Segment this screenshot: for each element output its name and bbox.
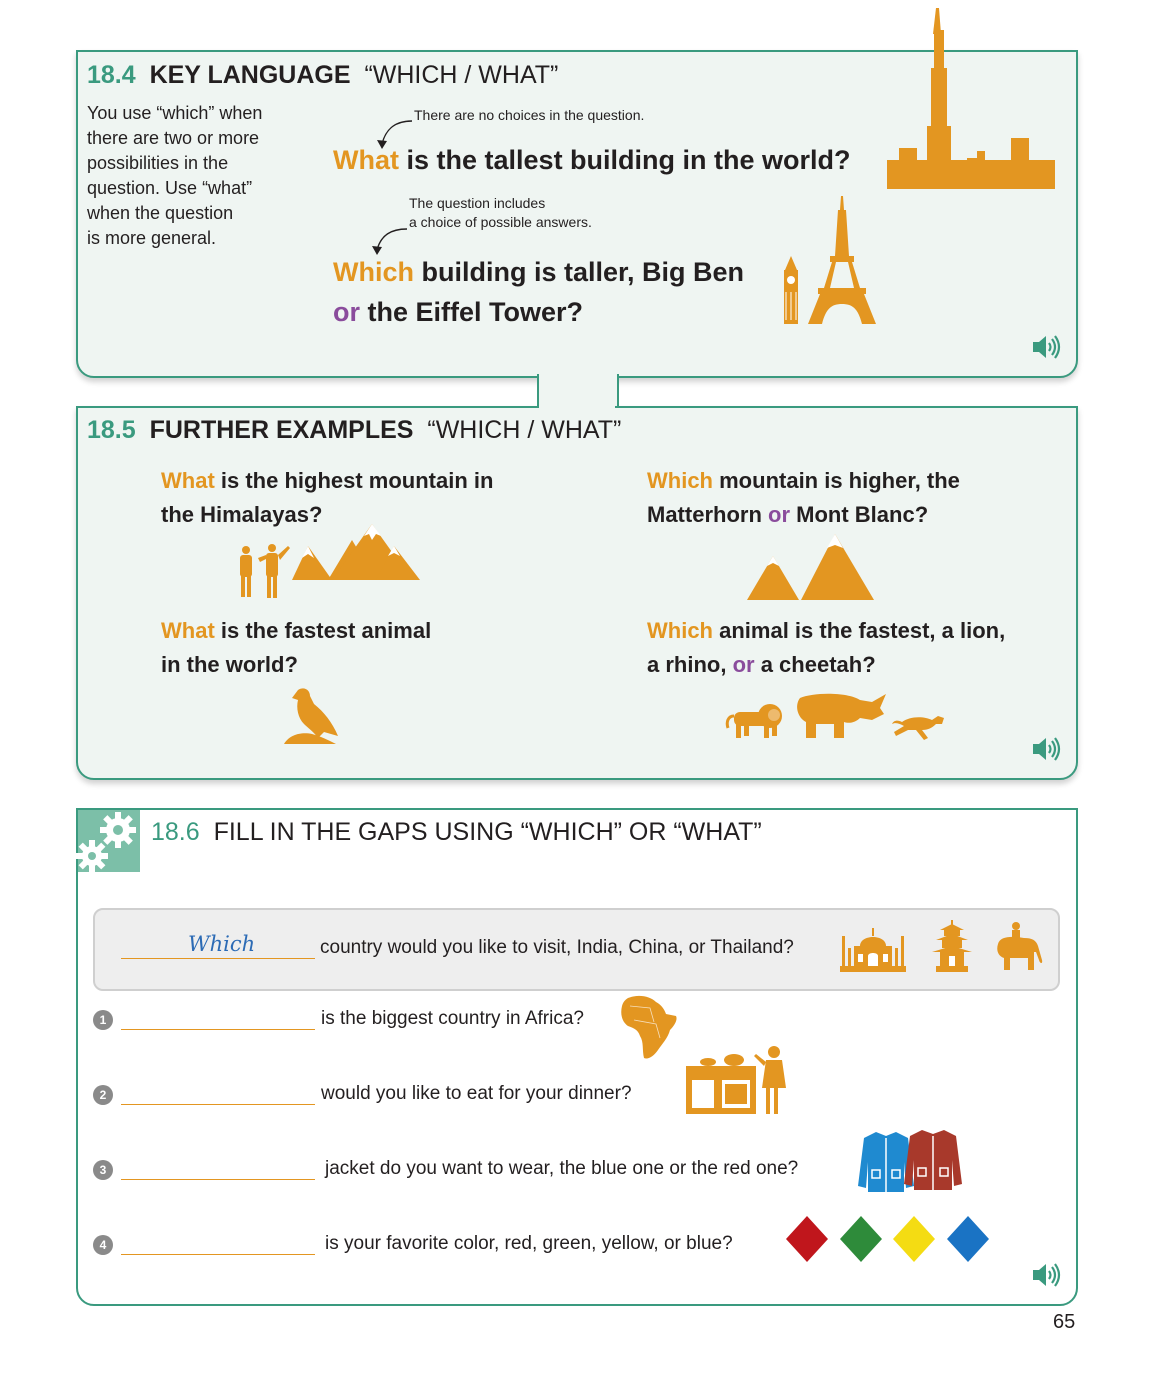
lion-icon	[725, 704, 782, 738]
annotation-note-1: There are no choices in the question.	[414, 107, 645, 123]
note-line: The question includes	[409, 195, 546, 211]
example-sentence: country would you like to visit, India, …	[320, 937, 794, 958]
explanation-line: is more general.	[87, 228, 217, 248]
hikers-mountains-icon	[240, 524, 420, 598]
keyword-or: or	[768, 502, 791, 527]
example-higher-mountain: Which mountain is higher, the Matterhorn…	[647, 464, 960, 532]
keyword-what: What	[161, 468, 215, 493]
cooking-icon	[686, 1046, 786, 1114]
section-18-6-heading: 18.6 FILL IN THE GAPS USING “WHICH” OR “…	[151, 818, 762, 847]
example-text: the Himalayas?	[161, 502, 323, 527]
keyword-what: What	[161, 618, 215, 643]
arrow-icon	[377, 120, 413, 149]
speaker-icon[interactable]	[1033, 1263, 1061, 1287]
example-text: Mont Blanc?	[796, 502, 929, 527]
section-18-4-heading: 18.4 KEY LANGUAGE “WHICH / WHAT”	[87, 61, 558, 90]
falcon-icon	[284, 688, 338, 744]
answer-blank[interactable]	[121, 1179, 315, 1180]
keyword-which: Which	[647, 618, 713, 643]
section-number: 18.5	[87, 416, 136, 444]
question-what-tallest: What is the tallest building in the worl…	[333, 140, 851, 180]
item-number-badge: 1	[93, 1010, 113, 1030]
gears-icon	[76, 810, 140, 872]
question-text: is the tallest building in the world?	[406, 145, 851, 175]
example-text: mountain is higher, the	[719, 468, 960, 493]
rhino-icon	[797, 693, 886, 738]
answer-blank[interactable]	[121, 1254, 315, 1255]
color-swatches-icon	[786, 1216, 989, 1262]
yellow-swatch-icon	[893, 1216, 935, 1262]
example-fastest-animal: What is the fastest animal in the world?	[161, 614, 431, 682]
item-sentence: is your favorite color, red, green, yell…	[325, 1233, 733, 1254]
section-18-4	[76, 50, 1078, 378]
keyword-which: Which	[333, 257, 414, 287]
example-fastest-of-three: Which animal is the fastest, a lion, a r…	[647, 614, 1005, 682]
item-number-badge: 3	[93, 1160, 113, 1180]
speaker-icon[interactable]	[1033, 335, 1061, 359]
section-title: KEY LANGUAGE	[149, 61, 351, 89]
green-swatch-icon	[840, 1216, 882, 1262]
section-title: FURTHER EXAMPLES	[149, 416, 414, 444]
item-sentence: jacket do you want to wear, the blue one…	[325, 1158, 799, 1179]
blue-jacket-icon	[858, 1132, 914, 1192]
section-number: 18.4	[87, 61, 136, 89]
panel-connector	[539, 404, 615, 410]
africa-map-icon	[621, 995, 677, 1059]
answer-blank[interactable]	[121, 958, 315, 959]
example-answer: Which	[188, 932, 256, 956]
big-ben-icon	[784, 256, 798, 324]
answer-blank[interactable]	[121, 1029, 315, 1030]
question-which-taller: Which building is taller, Big Ben or the…	[333, 252, 744, 332]
item-sentence: would you like to eat for your dinner?	[321, 1083, 632, 1104]
arrow-icon	[372, 228, 408, 255]
explanation-text: You use “which” when there are two or mo…	[87, 101, 287, 251]
keyword-which: Which	[647, 468, 713, 493]
example-text: a cheetah?	[760, 652, 876, 677]
taj-mahal-icon	[840, 928, 906, 972]
annotation-note-2: The question includes a choice of possib…	[409, 194, 592, 232]
section-subtitle: “WHICH / WHAT”	[427, 416, 622, 444]
keyword-what: What	[333, 145, 399, 175]
example-text: Matterhorn	[647, 502, 762, 527]
explanation-line: question. Use “what”	[87, 178, 253, 198]
note-line: a choice of possible answers.	[409, 214, 592, 230]
keyword-or: or	[333, 297, 360, 327]
example-box	[93, 908, 1060, 991]
explanation-line: when the question	[87, 203, 234, 223]
example-highest-mountain: What is the highest mountain in the Hima…	[161, 464, 493, 532]
question-text: building is taller, Big Ben	[421, 257, 745, 287]
explanation-line: You use “which” when	[87, 103, 263, 123]
example-text: is the fastest animal	[220, 618, 432, 643]
panel-connector	[537, 374, 619, 408]
section-title: FILL IN THE GAPS USING “WHICH” OR “WHAT”	[213, 818, 762, 846]
cheetah-icon	[892, 716, 944, 740]
page-number: 65	[1053, 1311, 1076, 1333]
example-text: animal is the fastest, a lion,	[719, 618, 1006, 643]
red-jacket-icon	[904, 1130, 962, 1190]
question-text: the Eiffel Tower?	[367, 297, 584, 327]
keyword-or: or	[732, 652, 755, 677]
item-number-badge: 2	[93, 1085, 113, 1105]
section-number: 18.6	[151, 818, 200, 846]
section-18-5-heading: 18.5 FURTHER EXAMPLES “WHICH / WHAT”	[87, 416, 621, 445]
pagoda-icon	[932, 920, 972, 972]
example-text: a rhino,	[647, 652, 727, 677]
red-swatch-icon	[786, 1216, 828, 1262]
answer-blank[interactable]	[121, 1104, 315, 1105]
eiffel-tower-icon	[808, 196, 876, 324]
example-text: in the world?	[161, 652, 298, 677]
example-text: is the highest mountain in	[220, 468, 494, 493]
explanation-line: there are two or more	[87, 128, 260, 148]
item-sentence: is the biggest country in Africa?	[321, 1008, 584, 1029]
two-mountains-icon	[747, 534, 874, 600]
elephant-icon	[997, 922, 1043, 970]
blue-swatch-icon	[947, 1216, 989, 1262]
section-subtitle: “WHICH / WHAT”	[364, 61, 559, 89]
speaker-icon[interactable]	[1033, 737, 1061, 761]
item-number-badge: 4	[93, 1235, 113, 1255]
skyline-icon	[887, 8, 1055, 189]
explanation-line: possibilities in the	[87, 153, 229, 173]
